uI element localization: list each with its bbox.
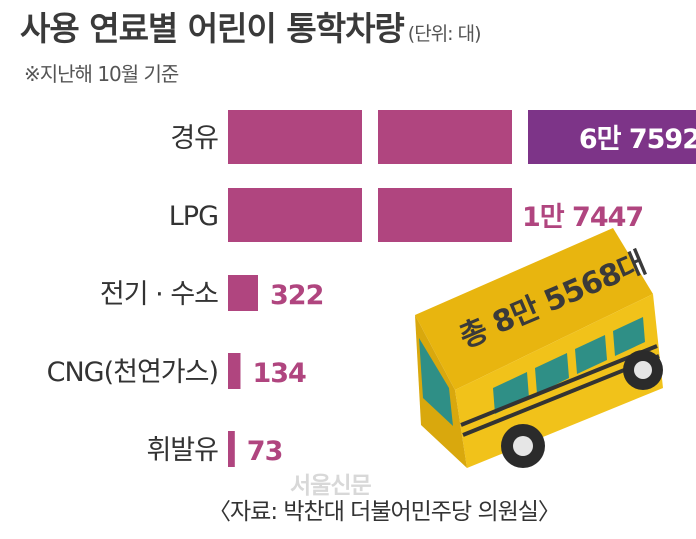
- category-label: 전기 · 수소: [100, 279, 218, 310]
- bus-window: [575, 335, 607, 374]
- bus-roof: [415, 228, 653, 390]
- bar-segment: [378, 110, 512, 164]
- source-note: 〈자료: 박찬대 더불어민주당 의원실〉: [208, 499, 561, 525]
- bar: [228, 353, 241, 389]
- bus-hubcap: [513, 436, 533, 456]
- bar: [228, 431, 235, 467]
- value-label: 134: [252, 358, 306, 389]
- bus-stripe: [460, 344, 658, 427]
- value-label: 73: [247, 436, 283, 467]
- bus-window: [493, 372, 529, 414]
- school-bus-illustration: 총 8만 5568대: [415, 228, 663, 468]
- category-label: CNG(천연가스): [47, 357, 218, 388]
- watermark-logo: 서울신문: [290, 473, 372, 499]
- category-label: 휘발유: [146, 435, 218, 466]
- bar-segment: [228, 110, 362, 164]
- category-label: 경유: [170, 123, 218, 154]
- category-label: LPG: [169, 201, 218, 232]
- bus-hubcap: [634, 361, 652, 379]
- bus-windshield: [419, 338, 453, 426]
- bus-window: [613, 317, 645, 356]
- unit-label: (단위: 대): [407, 23, 482, 45]
- bar: [228, 275, 258, 311]
- bar-segment: [378, 188, 512, 242]
- bar-segment: [528, 110, 696, 164]
- bar-segment: [228, 188, 362, 242]
- bus-window: [535, 353, 569, 394]
- value-label: 1만 7447: [522, 202, 643, 233]
- chart-note: ※지난해 10월 기준: [24, 62, 179, 86]
- value-label: 6만 7592: [579, 124, 696, 155]
- chart-title-text: 사용 연료별 어린이 통학차량: [20, 9, 405, 48]
- value-label: 322: [270, 280, 323, 311]
- chart-title: 사용 연료별 어린이 통학차량 (단위: 대): [20, 2, 482, 50]
